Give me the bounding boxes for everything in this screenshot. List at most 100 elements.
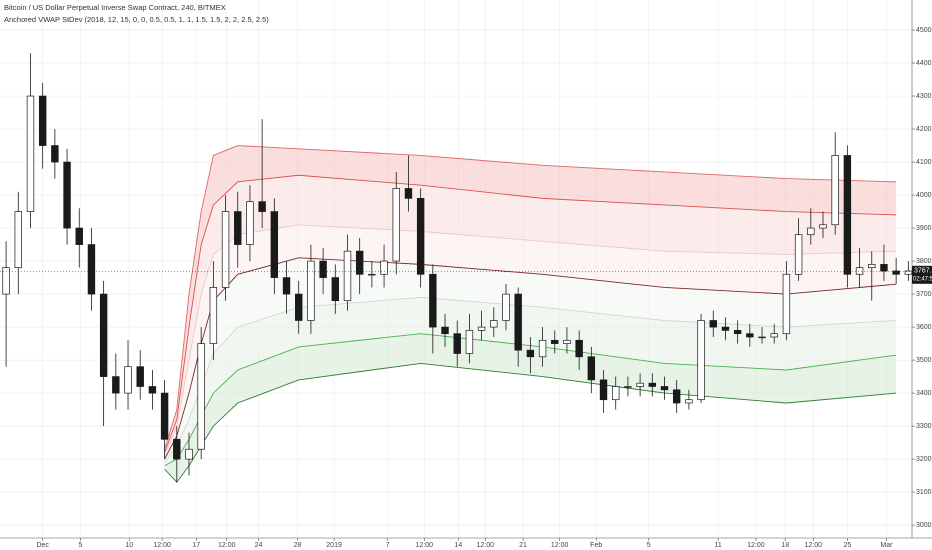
band-line <box>164 224 897 456</box>
candle-body <box>307 260 315 321</box>
candle-body <box>404 188 413 199</box>
x-tick-label: 12:00 <box>551 542 569 549</box>
candle-body <box>429 273 437 328</box>
chart-title: Bitcoin / US Dollar Perpetual Inverse Sw… <box>4 3 226 12</box>
candle-body <box>514 293 522 351</box>
y-tick-label: 3200.0 <box>916 456 932 463</box>
candle-body <box>868 264 876 269</box>
y-tick-label: 4200.0 <box>916 126 932 133</box>
candle-body <box>599 379 608 401</box>
last-price-badge <box>912 265 932 284</box>
x-tick-label: 25 <box>843 542 851 549</box>
band-fill <box>164 175 897 456</box>
band-line <box>164 257 897 460</box>
x-tick-label: 5 <box>647 542 651 549</box>
x-tick-label: 12:00 <box>416 542 434 549</box>
candle-body <box>575 339 583 358</box>
candle-body <box>843 155 852 275</box>
candle-body <box>185 448 193 460</box>
candle-body <box>26 95 35 212</box>
candle-body <box>660 386 669 391</box>
candle-body <box>355 250 364 275</box>
candle-body <box>441 326 449 335</box>
countdown-label: 02:47:50 <box>913 276 932 282</box>
candle-body <box>368 273 376 276</box>
x-tick-label: 12:00 <box>218 542 236 549</box>
x-tick-label: 7 <box>386 542 390 549</box>
x-tick-label: 12:00 <box>476 542 494 549</box>
band-fill <box>164 224 897 460</box>
x-tick-label: 11 <box>714 542 721 549</box>
candle-body <box>770 333 778 338</box>
y-tick-label: 3400.0 <box>916 390 932 397</box>
y-tick-label: 3900.0 <box>916 225 932 232</box>
x-tick-label: 18 <box>781 542 789 549</box>
candle-body <box>258 201 266 212</box>
candle-body <box>453 333 461 354</box>
x-tick-label: 21 <box>519 542 527 549</box>
candle-body <box>538 339 547 358</box>
candle-body <box>477 326 486 331</box>
candle-body <box>173 438 181 460</box>
candle-body <box>148 386 157 394</box>
x-tick-label: 24 <box>255 542 263 549</box>
candle-body <box>14 211 22 269</box>
candle-body <box>416 198 425 275</box>
band-line <box>164 333 897 467</box>
candle-body <box>612 386 620 401</box>
x-tick-label: 12:00 <box>804 542 822 549</box>
candle-body <box>636 382 644 387</box>
candle-body <box>685 399 693 404</box>
indicator-label: Anchored VWAP StDev (2018, 12, 15, 0, 0,… <box>4 15 269 24</box>
x-tick-label: 12:00 <box>747 542 765 549</box>
candle-body <box>465 330 474 354</box>
candle-body <box>63 161 71 229</box>
candle-body <box>746 333 754 338</box>
x-tick-label: 14 <box>455 542 463 549</box>
candle-body <box>880 264 888 272</box>
candle-body <box>270 211 279 278</box>
y-tick-label: 3300.0 <box>916 423 932 430</box>
y-tick-label: 3000.0 <box>916 522 932 529</box>
candle-body <box>246 201 254 245</box>
y-tick-label: 4400.0 <box>916 60 932 67</box>
x-tick-label: Dec <box>36 542 49 549</box>
candle-body <box>721 326 730 331</box>
candle-body <box>648 382 657 387</box>
candle-body <box>392 188 400 262</box>
band-fill <box>164 257 897 463</box>
x-tick-label: Feb <box>590 542 602 549</box>
band-lines <box>164 145 897 483</box>
candle-body <box>709 320 717 328</box>
x-tick-label: 10 <box>125 542 133 549</box>
band-line <box>164 145 897 450</box>
candle-body <box>234 211 242 245</box>
candle-body <box>831 155 839 226</box>
candle-body <box>51 145 59 163</box>
band-line <box>164 174 897 453</box>
candle-body <box>38 95 47 146</box>
candle-body <box>904 270 913 275</box>
band-fills <box>164 145 897 483</box>
candle-body <box>197 343 205 450</box>
candle-body <box>855 267 864 275</box>
candle-body <box>99 293 108 377</box>
axes: 3000.0 3100.0 3200.0 3300.0 3400.0 3500.0 3600… <box>0 27 932 549</box>
candle-body <box>160 392 169 440</box>
candle-body <box>794 234 803 275</box>
candle-body <box>331 277 339 302</box>
candle-body <box>672 389 681 404</box>
candle-body <box>587 356 596 381</box>
y-tick-label: 4300.0 <box>916 93 932 100</box>
candle-body <box>758 336 766 339</box>
y-tick-label: 3800.0 <box>916 258 932 265</box>
band-fill <box>164 297 897 466</box>
candle-body <box>733 330 742 335</box>
x-tick-label: 12:00 <box>153 542 171 549</box>
x-tick-label: 5 <box>79 542 83 549</box>
candle-body <box>380 260 388 275</box>
candle-body <box>221 211 230 288</box>
candles <box>2 53 913 483</box>
grid <box>0 0 912 538</box>
